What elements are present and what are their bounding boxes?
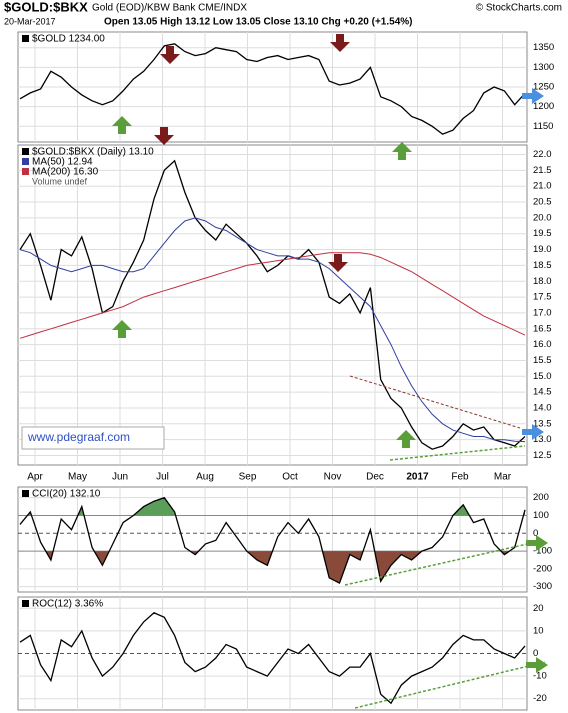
y-tick-label: -300 (533, 581, 552, 592)
y-tick-label: 22.0 (533, 149, 552, 160)
credit: © StockCharts.com (476, 3, 562, 14)
y-tick-label: 13.0 (533, 434, 552, 445)
y-tick-label: -20 (533, 693, 547, 704)
x-tick-label: Apr (27, 472, 43, 483)
x-tick-label: Oct (282, 472, 298, 483)
y-tick-label: 21.0 (533, 181, 552, 192)
note: Volume undef (32, 176, 88, 186)
series-line (19, 612, 526, 705)
legend-swatch (22, 35, 29, 42)
legend-entry: MA(200) 16.30 (32, 167, 99, 178)
y-tick-label: 12.5 (533, 450, 552, 461)
x-tick-label: Jun (112, 472, 128, 483)
legend-swatch (22, 168, 29, 175)
y-tick-label: 20.5 (533, 197, 552, 208)
annotation: www.pdegraaf.com (27, 430, 130, 444)
legend-entry: $GOLD 1234.00 (32, 34, 105, 45)
y-tick-label: 0 (533, 648, 538, 659)
series-line (19, 217, 526, 443)
symbol: $GOLD:$BKX (4, 0, 88, 14)
y-tick-label: 15.5 (533, 355, 552, 366)
quote: Open 13.05 High 13.12 Low 13.05 Close 13… (104, 17, 412, 28)
y-tick-label: 19.0 (533, 244, 552, 255)
y-tick-label: 10 (533, 625, 544, 636)
legend-swatch (22, 158, 29, 165)
x-tick-label: Mar (494, 472, 512, 483)
y-tick-label: -10 (533, 671, 547, 682)
legend-swatch (22, 490, 29, 497)
y-tick-label: -100 (533, 546, 552, 557)
y-tick-label: 17.0 (533, 307, 552, 318)
y-tick-label: 21.5 (533, 165, 552, 176)
y-tick-label: 1200 (533, 101, 554, 112)
y-tick-label: 16.5 (533, 323, 552, 334)
panel (17, 486, 528, 593)
annotations (112, 34, 548, 709)
x-tick-label: Sep (239, 472, 257, 483)
y-tick-label: 16.0 (533, 339, 552, 350)
series-line (19, 43, 526, 135)
y-tick-label: 18.0 (533, 276, 552, 287)
legend-entry: $GOLD:$BKX (Daily) 13.10 (32, 147, 154, 158)
y-tick-label: 20.0 (533, 212, 552, 223)
cci-fill (45, 551, 510, 584)
annotation-box (21, 426, 165, 450)
y-tick-label: 14.5 (533, 387, 552, 398)
x-tick-label: Dec (366, 472, 384, 483)
legend-entry: CCI(20) 132.10 (32, 489, 101, 500)
y-tick-label: 19.5 (533, 228, 552, 239)
x-tick-label: Aug (196, 472, 214, 483)
panel (17, 144, 528, 466)
y-tick-label: 1350 (533, 42, 554, 53)
y-tick-label: 15.0 (533, 371, 552, 382)
date: 20-Mar-2017 (4, 16, 56, 26)
description: Gold (EOD)/KBW Bank CME/INDX (92, 3, 247, 14)
series-line (19, 496, 526, 585)
legend-swatch (22, 600, 29, 607)
cci-fill (27, 497, 525, 516)
x-tick-label: Jul (156, 472, 169, 483)
y-tick-label: 1250 (533, 82, 554, 93)
x-tick-label: May (68, 472, 87, 483)
y-tick-label: 13.5 (533, 418, 552, 429)
legend-swatch (22, 148, 29, 155)
x-tick-label: 2017 (406, 472, 429, 483)
y-tick-label: 1150 (533, 121, 553, 132)
x-tick-label: Feb (451, 472, 469, 483)
legend-entry: ROC(12) 3.36% (32, 599, 103, 610)
y-tick-label: 0 (533, 528, 538, 539)
y-tick-label: 1300 (533, 62, 554, 73)
series-line (19, 159, 526, 450)
y-tick-label: 17.5 (533, 292, 552, 303)
series-line (19, 252, 526, 339)
y-tick-label: 100 (533, 510, 549, 521)
y-tick-label: 18.5 (533, 260, 552, 271)
y-tick-label: 200 (533, 492, 549, 503)
x-tick-label: Nov (324, 472, 342, 483)
y-tick-label: 20 (533, 603, 544, 614)
legend-entry: MA(50) 12.94 (32, 157, 93, 168)
y-tick-label: -200 (533, 563, 552, 574)
y-tick-label: 14.0 (533, 402, 552, 413)
